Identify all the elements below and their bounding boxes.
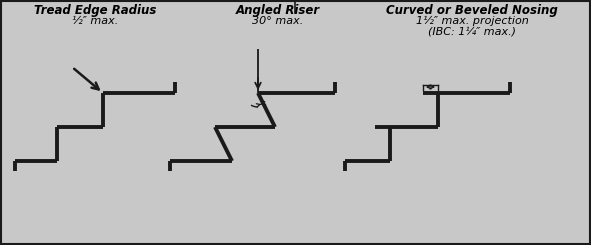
Text: Angled Riser: Angled Riser bbox=[236, 4, 320, 17]
Text: 1½″ max. projection: 1½″ max. projection bbox=[415, 16, 528, 26]
Text: Curved or Beveled Nosing: Curved or Beveled Nosing bbox=[386, 4, 558, 17]
Text: 30° max.: 30° max. bbox=[252, 16, 304, 26]
Text: ½″ max.: ½″ max. bbox=[72, 16, 118, 26]
Text: (IBC: 1¼″ max.): (IBC: 1¼″ max.) bbox=[428, 27, 516, 37]
Text: Tread Edge Radius: Tread Edge Radius bbox=[34, 4, 156, 17]
